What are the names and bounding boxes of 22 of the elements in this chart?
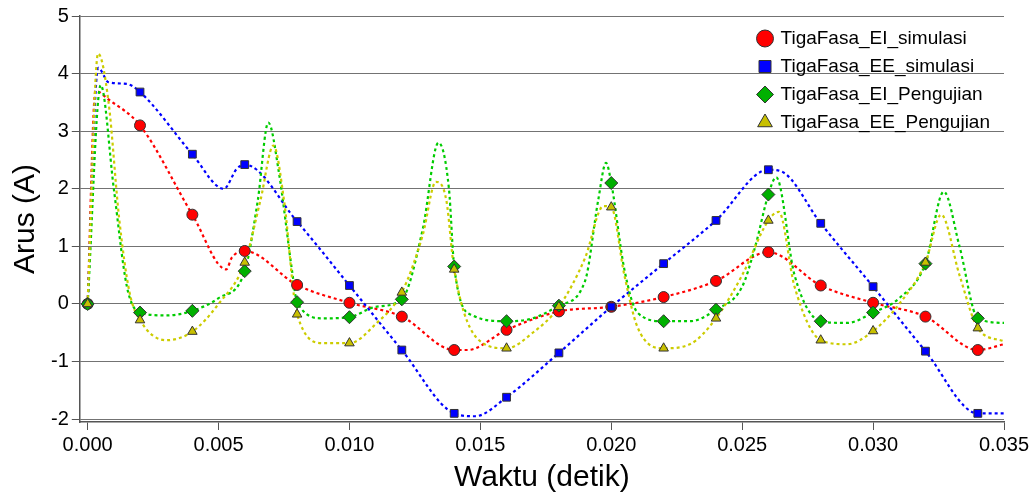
y-tick-label: -2 — [50, 406, 69, 429]
x-tick-label: 0.005 — [193, 432, 244, 455]
legend-label: TigaFasa_EI_simulasi — [780, 26, 967, 49]
y-tick-label: 1 — [57, 233, 69, 256]
y-tick-label: 4 — [57, 61, 69, 84]
x-tick-label: 0.025 — [717, 432, 768, 455]
y-tick-label: 3 — [57, 118, 69, 141]
x-axis-title: Waktu (detik) — [454, 459, 630, 493]
x-tick-label: 0.000 — [62, 432, 113, 455]
x-tick-label: 0.015 — [455, 432, 506, 455]
y-tick-label: 2 — [57, 176, 69, 199]
legend-label: TigaFasa_EE_simulasi — [780, 54, 975, 77]
x-tick-label: 0.030 — [848, 432, 899, 455]
y-tick-label: -1 — [50, 349, 69, 372]
y-tick-label: 0 — [57, 291, 69, 314]
x-tick-label: 0.035 — [978, 432, 1030, 455]
y-tick-label: 5 — [57, 3, 69, 26]
x-tick-label: 0.010 — [324, 432, 375, 455]
legend-label: TigaFasa_EE_Pengujian — [780, 110, 991, 133]
legend-label: TigaFasa_EI_Pengujian — [780, 82, 983, 105]
y-axis-title: Arus (A) — [7, 163, 41, 275]
x-tick-label: 0.020 — [586, 432, 637, 455]
